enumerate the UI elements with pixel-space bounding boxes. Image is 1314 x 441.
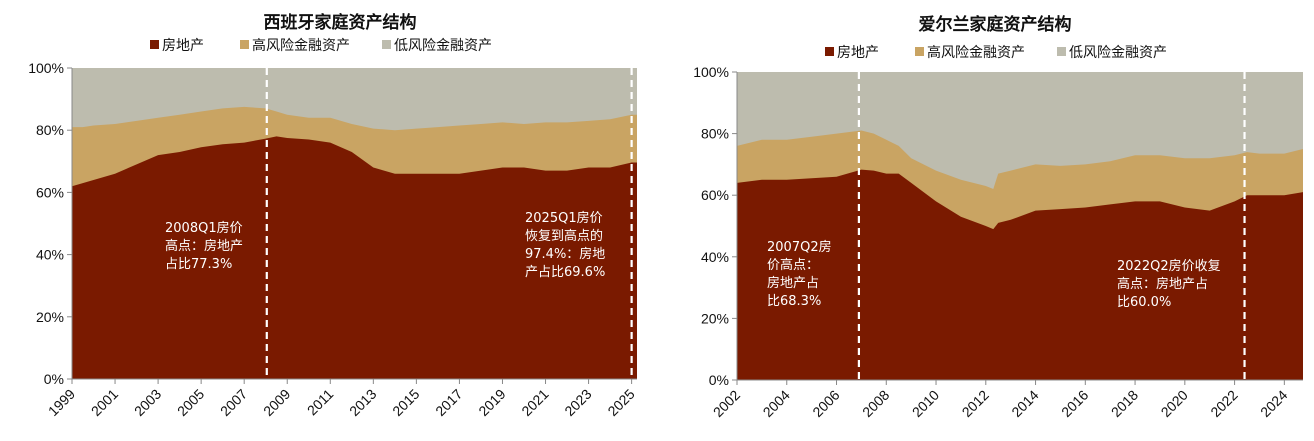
y-tick-label: 40%	[701, 249, 729, 265]
legend-label: 房地产	[162, 38, 204, 54]
legend-swatch	[915, 47, 924, 56]
annotation-line: 97.4%：房地	[525, 246, 605, 262]
x-tick-label: 1999	[45, 386, 78, 419]
x-tick-label: 2005	[174, 386, 207, 419]
annotation-line: 2008Q1房价	[165, 220, 243, 236]
x-tick-label: 2021	[518, 386, 551, 419]
y-tick-label: 100%	[28, 60, 64, 76]
x-tick-label: 2020	[1158, 387, 1191, 420]
legend-swatch	[1057, 47, 1066, 56]
y-tick-label: 0%	[709, 372, 729, 388]
x-tick-label: 2004	[760, 387, 793, 420]
x-tick-label: 2025	[604, 386, 637, 419]
legend-label: 高风险金融资产	[252, 37, 350, 54]
x-tick-label: 2008	[859, 387, 892, 420]
legend-swatch	[382, 40, 391, 49]
legend-swatch	[240, 40, 249, 49]
x-tick-label: 2003	[131, 386, 164, 419]
x-tick-label: 2016	[1058, 387, 1091, 420]
annotation-line: 价高点：	[767, 257, 819, 273]
annotation-1: 2022Q2房价收复高点：房地产占比60.0%	[1117, 258, 1221, 310]
legend-swatch	[825, 47, 834, 56]
x-tick-label: 2010	[909, 387, 942, 420]
x-tick-label: 2013	[346, 386, 379, 419]
annotation-line: 2007Q2房	[767, 239, 832, 255]
y-tick-label: 60%	[701, 187, 729, 203]
x-tick-label: 2018	[1108, 387, 1141, 420]
annotation-line: 比60.0%	[1117, 295, 1171, 310]
y-tick-label: 80%	[701, 126, 729, 142]
legend-label: 高风险金融资产	[927, 44, 1025, 61]
annotation-line: 恢复到高点的	[525, 228, 603, 244]
annotation-line: 占比77.3%	[165, 257, 232, 272]
annotation-1: 2025Q1房价恢复到高点的 97.4%：房地产占比69.6%	[525, 210, 605, 280]
y-tick-label: 80%	[36, 122, 64, 138]
x-tick-label: 2015	[389, 386, 422, 419]
legend-label: 房地产	[837, 45, 879, 61]
x-tick-label: 2011	[304, 386, 337, 419]
y-tick-label: 100%	[693, 64, 729, 80]
annotation-0: 2008Q1房价高点：房地产占比77.3%	[165, 220, 243, 272]
x-tick-label: 2019	[475, 386, 508, 419]
area-series-0	[737, 169, 1303, 380]
annotation-line: 产占比69.6%	[525, 265, 605, 280]
legend-label: 低风险金融资产	[394, 38, 492, 54]
x-tick-label: 2023	[561, 386, 594, 419]
x-tick-label: 2006	[809, 387, 842, 420]
x-tick-label: 2017	[432, 386, 465, 419]
area-series-0	[72, 136, 637, 379]
chart-title: 西班牙家庭资产结构	[264, 12, 417, 33]
annotation-0: 2007Q2房价高点： 房地产占比68.3%	[767, 239, 832, 309]
x-tick-label: 2009	[260, 386, 293, 419]
y-tick-label: 40%	[36, 247, 64, 263]
x-tick-label: 2007	[217, 386, 250, 419]
x-tick-label: 2024	[1257, 387, 1290, 420]
annotation-line: 高点：房地产占	[1117, 276, 1208, 292]
annotation-line: 高点：房地产	[165, 238, 243, 254]
y-tick-label: 20%	[36, 309, 64, 325]
annotation-line: 2025Q1房价	[525, 210, 603, 226]
x-tick-label: 2014	[1008, 387, 1041, 420]
legend-swatch	[150, 40, 159, 49]
annotation-line: 2022Q2房价收复	[1117, 258, 1221, 274]
x-tick-label: 2002	[710, 387, 743, 420]
legend-label: 低风险金融资产	[1069, 45, 1167, 61]
x-tick-label: 2001	[88, 386, 121, 419]
annotation-line: 房地产占	[767, 275, 819, 291]
x-tick-label: 2012	[959, 387, 992, 420]
x-tick-label: 2022	[1207, 387, 1240, 420]
y-tick-label: 60%	[36, 184, 64, 200]
annotation-line: 比68.3%	[767, 294, 821, 309]
chart-title: 爱尔兰家庭资产结构	[919, 14, 1072, 35]
y-tick-label: 20%	[701, 310, 729, 326]
chart-1: 0% 20% 40% 60% 80% 100% 2002 2004 2006 2008 2010 20…	[693, 14, 1303, 420]
y-tick-label: 0%	[44, 371, 64, 387]
chart-0: 0% 20% 40% 60% 80% 100% 1999 2001 2003 2005 2007 20…	[28, 12, 638, 419]
